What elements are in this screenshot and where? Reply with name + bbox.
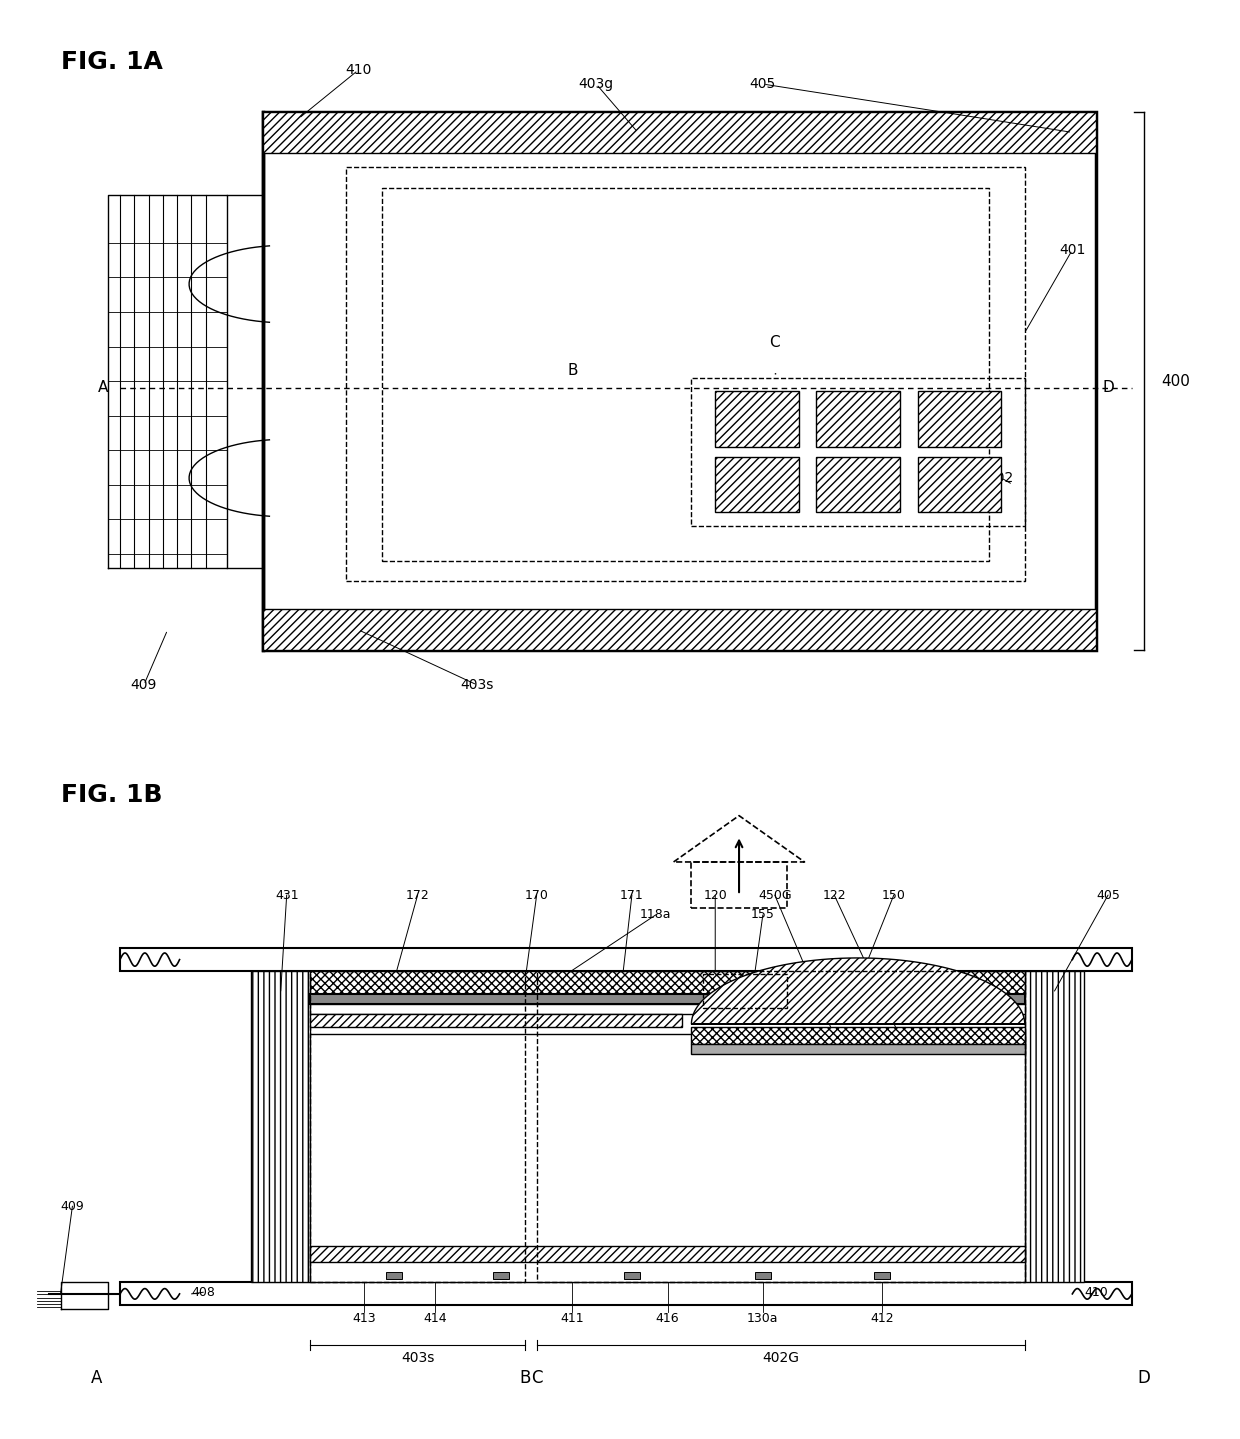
Text: 403s: 403s xyxy=(460,678,494,692)
Text: 402G: 402G xyxy=(763,1351,800,1364)
Text: 450G: 450G xyxy=(758,888,791,902)
Text: C: C xyxy=(531,1370,542,1387)
Text: 171: 171 xyxy=(620,888,644,902)
Bar xyxy=(263,609,1096,650)
Text: 408: 408 xyxy=(191,1285,216,1299)
Bar xyxy=(382,187,990,561)
Text: 403g: 403g xyxy=(579,78,614,91)
Text: B: B xyxy=(567,363,578,377)
Text: 405: 405 xyxy=(1096,888,1120,902)
Bar xyxy=(310,1004,1024,1014)
Text: 409: 409 xyxy=(130,678,157,692)
Bar xyxy=(346,167,1024,581)
Bar xyxy=(703,974,786,1007)
Bar xyxy=(310,994,1024,1004)
Bar xyxy=(537,971,1024,1282)
Text: 130a: 130a xyxy=(746,1312,779,1325)
Text: 403s: 403s xyxy=(401,1351,434,1364)
Bar xyxy=(692,377,1024,527)
Bar xyxy=(715,391,799,446)
Text: D: D xyxy=(1102,380,1114,396)
Bar xyxy=(310,1014,682,1027)
Bar xyxy=(692,1045,1024,1053)
Polygon shape xyxy=(692,958,1024,1025)
Bar xyxy=(918,458,1001,512)
Text: 120: 120 xyxy=(703,888,727,902)
Text: FIG. 1A: FIG. 1A xyxy=(61,49,162,73)
Text: 412: 412 xyxy=(870,1312,894,1325)
Text: 150: 150 xyxy=(882,888,905,902)
Bar xyxy=(310,1246,1024,1262)
Text: D: D xyxy=(1137,1370,1151,1387)
Text: 402: 402 xyxy=(988,471,1014,485)
Text: 405: 405 xyxy=(750,78,776,91)
Text: 410: 410 xyxy=(1084,1285,1109,1299)
Text: 431: 431 xyxy=(275,888,299,902)
Text: 400: 400 xyxy=(1162,374,1190,389)
Bar xyxy=(874,1272,890,1279)
Text: 118a: 118a xyxy=(640,908,672,921)
Bar xyxy=(310,1035,1024,1282)
Bar xyxy=(816,391,900,446)
Bar xyxy=(715,458,799,512)
Text: 411: 411 xyxy=(560,1312,584,1325)
Text: 170: 170 xyxy=(525,888,548,902)
Bar xyxy=(692,1027,1024,1045)
Bar xyxy=(250,971,310,1282)
Text: 410: 410 xyxy=(345,63,371,78)
Bar xyxy=(263,112,1096,650)
Text: C: C xyxy=(770,335,780,350)
Bar xyxy=(263,112,1096,153)
Bar xyxy=(386,1272,402,1279)
Bar xyxy=(120,948,1132,971)
Bar xyxy=(816,458,900,512)
Text: 409: 409 xyxy=(61,1200,84,1213)
Bar xyxy=(918,391,1001,446)
Text: 172: 172 xyxy=(405,888,429,902)
Bar xyxy=(755,1272,771,1279)
Text: 414: 414 xyxy=(424,1312,448,1325)
Bar xyxy=(310,971,525,1282)
Bar xyxy=(624,1272,640,1279)
Text: 413: 413 xyxy=(352,1312,376,1325)
Text: 122: 122 xyxy=(822,888,846,902)
Bar xyxy=(494,1272,508,1279)
Text: FIG. 1B: FIG. 1B xyxy=(61,783,162,806)
Text: A: A xyxy=(91,1370,102,1387)
Bar xyxy=(1024,971,1084,1282)
Text: A: A xyxy=(98,380,108,396)
Text: 155: 155 xyxy=(751,908,775,921)
Bar xyxy=(120,1282,1132,1305)
Text: B: B xyxy=(520,1370,531,1387)
Bar xyxy=(310,971,1024,994)
Text: 416: 416 xyxy=(656,1312,680,1325)
Text: 401: 401 xyxy=(1059,243,1085,256)
